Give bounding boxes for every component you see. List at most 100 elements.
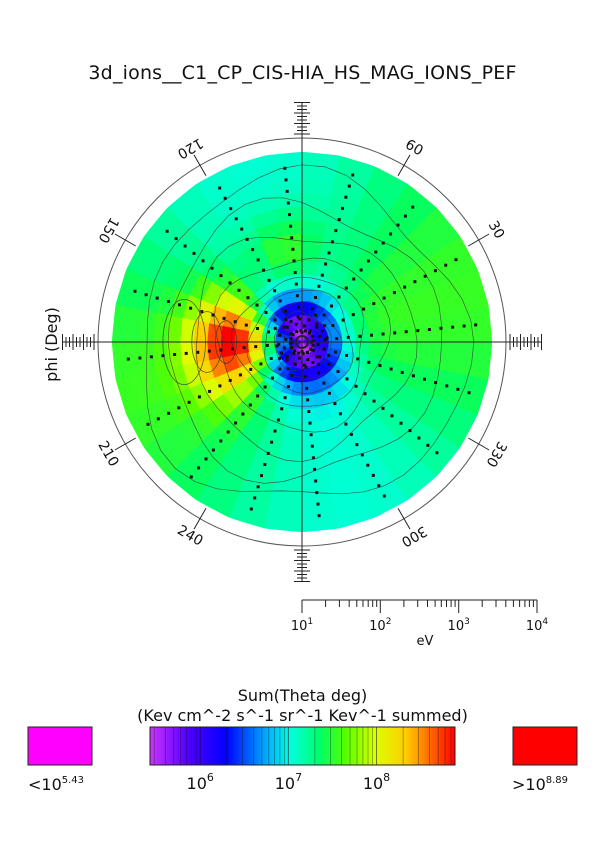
measurement-dot <box>218 186 222 190</box>
measurement-dot <box>389 367 393 371</box>
measurement-dot <box>238 373 242 377</box>
measurement-dot <box>293 349 297 353</box>
colorbar: 106 107 108 <box>27 726 578 793</box>
measurement-dot <box>371 473 375 477</box>
measurement-dot <box>403 285 407 289</box>
measurement-dot <box>292 259 296 263</box>
measurement-dot <box>284 318 288 322</box>
heat-cell <box>301 514 340 532</box>
measurement-dot <box>278 367 282 371</box>
measurement-dot <box>392 291 396 295</box>
measurement-dot <box>295 330 299 333</box>
measurement-dot <box>381 406 385 410</box>
energy-tick-label: 103 <box>448 617 470 634</box>
measurement-dot <box>276 418 280 422</box>
measurement-dot <box>417 436 421 440</box>
measurement-dot <box>285 325 289 329</box>
measurement-dot <box>251 248 255 252</box>
measurement-dot <box>259 362 263 366</box>
measurement-dot <box>366 463 370 467</box>
measurement-dot <box>311 335 314 339</box>
measurement-dot <box>341 206 344 210</box>
colorbar-title-line1: Sum(Theta deg) <box>237 686 368 705</box>
measurement-dot <box>197 466 201 470</box>
measurement-dot <box>297 305 301 309</box>
angle-tick <box>397 508 411 530</box>
measurement-dot <box>317 514 321 518</box>
measurement-dot <box>146 422 150 426</box>
angle-tick <box>468 233 490 247</box>
angle-label: 240 <box>174 522 205 549</box>
heat-cell <box>394 320 411 343</box>
measurement-dot <box>173 353 177 356</box>
measurement-dot <box>297 356 301 360</box>
heat-cell <box>112 304 130 343</box>
angle-label: 30 <box>485 218 508 241</box>
measurement-dot <box>351 313 355 317</box>
measurement-dot <box>165 229 169 233</box>
measurement-dot <box>335 337 339 341</box>
measurement-dot <box>219 348 223 352</box>
measurement-dot <box>144 293 148 297</box>
measurement-dot <box>311 456 315 460</box>
measurement-dot <box>337 295 341 299</box>
measurement-dot <box>269 357 273 360</box>
measurement-dot <box>245 237 249 241</box>
measurement-dot <box>363 392 367 396</box>
measurement-dot <box>305 386 309 390</box>
angle-label: 210 <box>94 438 121 469</box>
measurement-dot <box>266 451 270 455</box>
measurement-dot <box>307 410 311 413</box>
energy-tick-label: 102 <box>369 617 391 634</box>
measurement-dot <box>382 494 386 498</box>
measurement-dot <box>467 391 471 395</box>
measurement-dot <box>289 320 293 323</box>
measurement-dot <box>331 324 335 327</box>
measurement-dot <box>330 240 334 244</box>
heat-cell <box>301 219 327 236</box>
measurement-dot <box>306 398 310 402</box>
measurement-dot <box>411 374 415 378</box>
measurement-dot <box>327 354 331 358</box>
measurement-dot <box>280 407 284 411</box>
measurement-dot <box>352 277 356 281</box>
measurement-dot <box>358 334 362 338</box>
measurement-dot <box>294 282 298 286</box>
measurement-dot <box>278 333 282 337</box>
colorbar-bar <box>149 726 456 766</box>
measurement-dot <box>433 269 437 273</box>
measurement-dot <box>310 444 314 448</box>
measurement-dot <box>288 213 291 217</box>
measurement-dot <box>133 289 137 293</box>
measurement-dot <box>316 502 320 506</box>
measurement-dot <box>322 347 326 351</box>
measurement-dot <box>322 313 326 317</box>
measurement-dot <box>396 223 400 227</box>
measurement-dot <box>201 259 205 263</box>
measurement-dot <box>196 350 200 354</box>
colorbar-tick-label: 106 <box>187 771 214 793</box>
measurement-dot <box>305 351 309 354</box>
energy-axis: 101 102 103 104 eV <box>291 599 548 649</box>
measurement-dot <box>345 354 348 357</box>
measurement-dot <box>149 355 153 359</box>
measurement-dot <box>314 296 317 299</box>
measurement-dot <box>211 313 215 317</box>
measurement-dot <box>324 262 328 266</box>
measurement-dot <box>289 332 293 336</box>
overflow-label: >108.89 <box>512 775 569 794</box>
measurement-dot <box>260 474 263 478</box>
measurement-dot <box>327 251 331 255</box>
measurement-dot <box>344 195 348 199</box>
measurement-dot <box>270 440 274 444</box>
measurement-dot <box>333 350 337 354</box>
measurement-dot <box>234 217 238 221</box>
heat-cell <box>264 514 303 532</box>
heat-cell <box>354 341 371 356</box>
measurement-dot <box>248 403 252 407</box>
measurement-dot <box>284 337 288 341</box>
measurement-dot <box>156 417 160 421</box>
measurement-dot <box>265 343 269 347</box>
heatmap-cells <box>112 152 492 532</box>
measurement-dot <box>264 311 268 314</box>
